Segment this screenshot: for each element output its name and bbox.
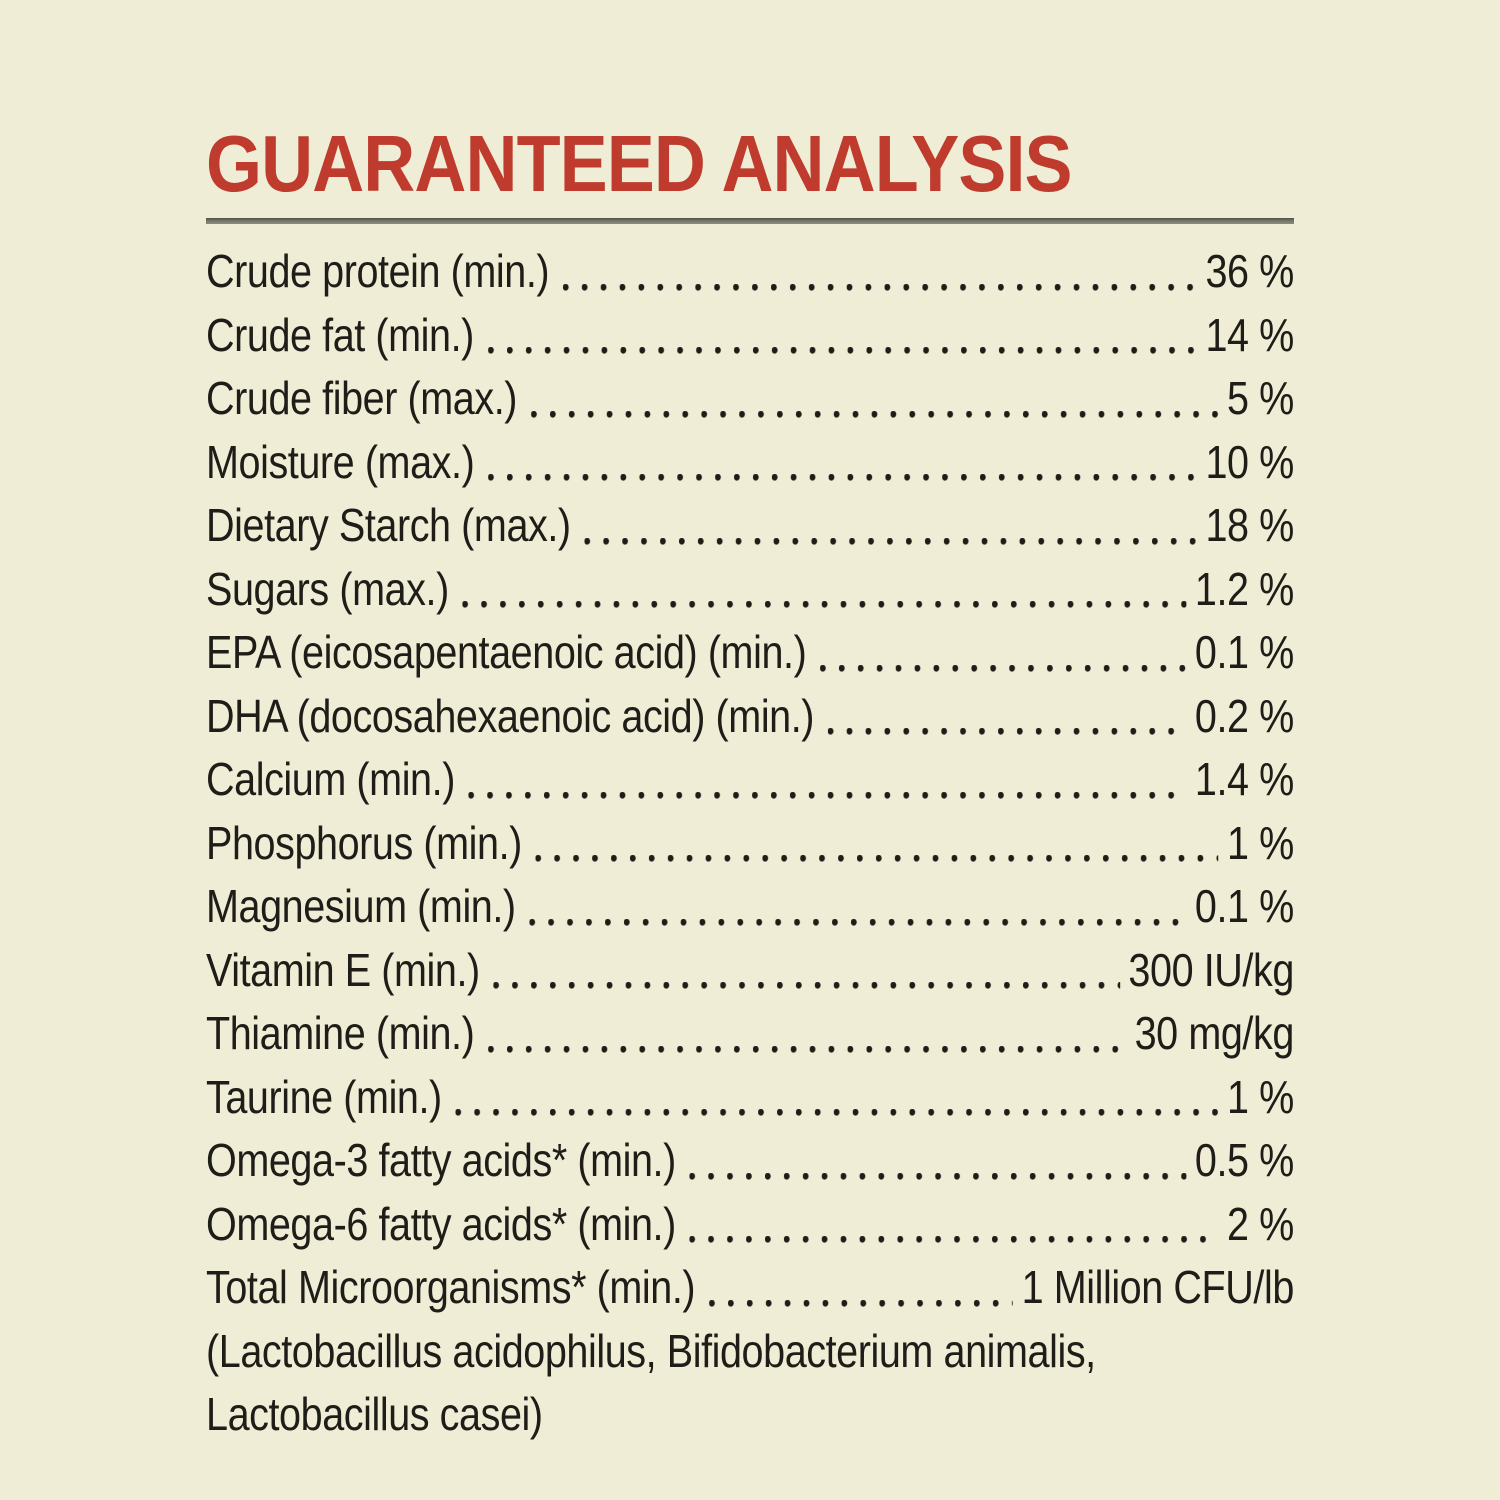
dot-leader <box>487 303 1197 367</box>
analysis-row: DHA (docosahexaenoic acid) (min.) 0.2 % <box>206 684 1294 748</box>
dot-leader <box>708 1256 1013 1320</box>
nutrient-label: Crude fat (min.) <box>206 308 474 361</box>
nutrient-value: 1.4 % <box>1194 753 1294 805</box>
nutrient-label: Calcium (min.) <box>206 753 455 805</box>
analysis-row: EPA (eicosapentaenoic acid) (min.) 0.1 % <box>206 621 1294 685</box>
dot-leader <box>820 621 1187 685</box>
analysis-row: Phosphorus (min.) 1 % <box>206 811 1294 875</box>
nutrient-label: EPA (eicosapentaenoic acid) (min.) <box>206 626 807 678</box>
analysis-row: Omega-6 fatty acids* (min.) 2 % <box>206 1192 1294 1256</box>
analysis-row: Crude fat (min.) 14 % <box>206 303 1294 367</box>
nutrient-value: 1 % <box>1227 816 1294 869</box>
nutrient-value: 300 IU/kg <box>1128 943 1294 996</box>
dot-leader <box>488 430 1197 494</box>
analysis-row: Calcium (min.) 1.4 % <box>206 748 1294 812</box>
nutrient-value: 5 % <box>1227 372 1294 424</box>
title-divider <box>206 218 1294 224</box>
nutrient-label: Crude fiber (max.) <box>206 372 518 424</box>
nutrient-label: Crude protein (min.) <box>206 245 550 297</box>
nutrient-label: Omega-3 fatty acids* (min.) <box>206 1134 676 1186</box>
dot-leader <box>455 1065 1219 1129</box>
analysis-row: Sugars (max.) 1.2 % <box>206 557 1294 621</box>
nutrient-label: Thiamine (min.) <box>206 1007 475 1059</box>
nutrient-value: 2 % <box>1227 1197 1294 1250</box>
nutrient-label: Magnesium (min.) <box>206 880 516 932</box>
nutrient-label: Sugars (max.) <box>206 562 449 615</box>
analysis-row: Omega-3 fatty acids* (min.) 0.5 % <box>206 1129 1294 1193</box>
dot-leader <box>493 938 1120 1002</box>
dot-leader <box>689 1192 1219 1256</box>
nutrient-label: Taurine (min.) <box>206 1070 442 1123</box>
dot-leader <box>488 1002 1127 1066</box>
nutrient-value: 0.1 % <box>1194 626 1294 678</box>
nutrient-label: Omega-6 fatty acids* (min.) <box>206 1197 676 1250</box>
analysis-row: Moisture (max.) 10 % <box>206 430 1294 494</box>
nutrient-value: 18 % <box>1205 499 1294 551</box>
nutrient-value: 36 % <box>1205 245 1294 297</box>
analysis-table: Crude protein (min.) 36 % Crude fat (min… <box>206 240 1294 1447</box>
page-title: GUARANTEED ANALYSIS <box>206 119 1073 208</box>
analysis-row: Taurine (min.) 1 % <box>206 1065 1294 1129</box>
nutrient-label: Dietary Starch (max.) <box>206 499 571 551</box>
dot-leader <box>535 811 1219 875</box>
microorganism-species-line: Lactobacillus casei) <box>206 1388 543 1440</box>
nutrient-value: 1.2 % <box>1194 562 1294 615</box>
nutrient-label: Moisture (max.) <box>206 435 475 488</box>
analysis-row: Total Microorganisms* (min.) 1 Million C… <box>206 1256 1294 1320</box>
analysis-row: Crude fiber (max.) 5 % <box>206 367 1294 431</box>
dot-leader <box>827 684 1187 748</box>
nutrient-value: 10 % <box>1205 435 1294 488</box>
dot-leader <box>530 367 1219 431</box>
analysis-row: Magnesium (min.) 0.1 % <box>206 875 1294 939</box>
nutrient-label: Total Microorganisms* (min.) <box>206 1261 696 1313</box>
nutrient-label: Phosphorus (min.) <box>206 816 522 869</box>
nutrient-value: 30 mg/kg <box>1134 1007 1295 1059</box>
dot-leader <box>462 557 1187 621</box>
nutrient-value: 14 % <box>1205 308 1294 361</box>
dot-leader <box>529 875 1187 939</box>
microorganism-species-line: (Lactobacillus acidophilus, Bifidobacter… <box>206 1324 1096 1377</box>
nutrient-value: 0.2 % <box>1194 689 1294 742</box>
nutrient-label: Vitamin E (min.) <box>206 943 480 996</box>
analysis-row: Dietary Starch (max.) 18 % <box>206 494 1294 558</box>
dot-leader <box>562 240 1197 304</box>
nutrient-label: DHA (docosahexaenoic acid) (min.) <box>206 689 815 742</box>
nutrient-value: 0.5 % <box>1194 1134 1294 1186</box>
analysis-row: Thiamine (min.) 30 mg/kg <box>206 1002 1294 1066</box>
analysis-row: Vitamin E (min.) 300 IU/kg <box>206 938 1294 1002</box>
nutrient-value: 0.1 % <box>1194 880 1294 932</box>
dot-leader <box>584 494 1197 558</box>
analysis-row: Crude protein (min.) 36 % <box>206 240 1294 304</box>
dot-leader <box>468 748 1187 812</box>
nutrient-value: 1 % <box>1227 1070 1294 1123</box>
nutrient-value: 1 Million CFU/lb <box>1021 1261 1295 1313</box>
dot-leader <box>689 1129 1187 1193</box>
